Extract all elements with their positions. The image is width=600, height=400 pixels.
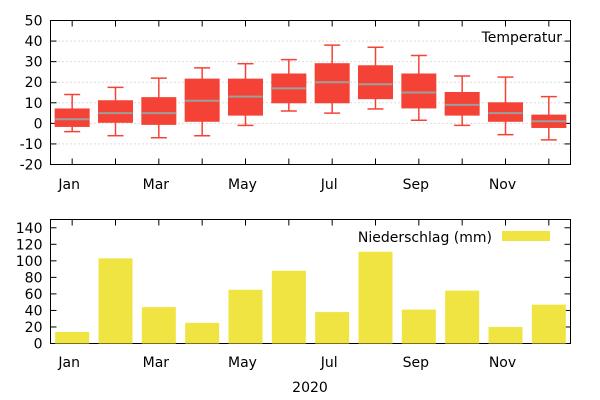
precipitation-y-tick-label: 20 [25, 320, 43, 336]
temperature-box-dec [531, 95, 567, 141]
precipitation-bar-mar [141, 307, 176, 344]
temperature-box-jan [54, 93, 90, 133]
precipitation-legend-label: Niederschlag (mm) [358, 230, 492, 246]
temperature-plot-frame [50, 20, 571, 165]
precipitation-x-tick-label: May [228, 355, 257, 371]
precipitation-y-tick-label: 0 [34, 337, 43, 353]
precipitation-bar-feb [98, 258, 133, 344]
temperature-y-axis: -20 -10 0 10 20 30 40 50 [20, 14, 571, 174]
temperature-box-nov [488, 76, 523, 136]
temperature-box-may [228, 62, 263, 127]
precipitation-x-tick-label: Sep [403, 355, 430, 371]
precipitation-bar-jun [271, 270, 306, 344]
precipitation-x-tick-label: Jul [320, 355, 338, 371]
temperature-iqr-box [141, 97, 177, 125]
temperature-box-jun [271, 58, 307, 112]
temperature-y-tick-label: 20 [25, 75, 43, 91]
precipitation-y-tick-label: 40 [25, 303, 43, 319]
precipitation-bar-jan [55, 331, 90, 344]
temperature-iqr-box [444, 92, 480, 116]
temperature-y-tick-label: -10 [20, 137, 43, 153]
precipitation-y-tick-label: 80 [25, 270, 43, 286]
temperature-box-apr [184, 67, 220, 137]
precipitation-bars [55, 251, 566, 344]
temperature-x-tick-label: Sep [403, 177, 430, 193]
precipitation-y-tick-label: 120 [16, 237, 43, 253]
temperature-iqr-box [488, 102, 523, 122]
precipitation-x-axis-label: 2020 [292, 380, 328, 396]
precipitation-bar-apr [185, 322, 220, 344]
temperature-y-tick-label: 50 [25, 14, 43, 30]
temperature-box-sep [401, 54, 437, 122]
precipitation-plot-frame [50, 219, 571, 344]
temperature-box-oct [444, 75, 480, 127]
precipitation-x-tick-label: Jan [57, 355, 80, 371]
precipitation-x-axis: Jan Mar May Jul Sep Nov [57, 219, 550, 371]
temperature-boxes [54, 44, 567, 141]
temperature-y-tick-label: -20 [20, 158, 43, 174]
precipitation-x-tick-label: Nov [489, 355, 516, 371]
precipitation-bar-aug [358, 251, 393, 344]
temperature-chart: -20 -10 0 10 20 30 40 50 Jan Mar May Jul Sep Nov Tem… [20, 14, 571, 193]
temperature-x-tick-label: Mar [143, 177, 170, 193]
precipitation-y-tick-label: 60 [25, 287, 43, 303]
precipitation-x-tick-label: Mar [143, 355, 170, 371]
precipitation-bar-dec [531, 304, 566, 344]
precipitation-legend-swatch [502, 231, 550, 241]
temperature-x-tick-label: Nov [489, 177, 516, 193]
temperature-iqr-box [54, 108, 90, 127]
temperature-y-tick-label: 30 [25, 55, 43, 71]
temperature-y-tick-label: 0 [34, 116, 43, 132]
temperature-box-aug [358, 46, 393, 110]
temperature-y-tick-label: 40 [25, 34, 43, 50]
precipitation-y-tick-label: 140 [16, 221, 43, 237]
precipitation-bar-nov [488, 326, 523, 344]
temperature-y-tick-label: 10 [25, 96, 43, 112]
temperature-x-axis: Jan Mar May Jul Sep Nov [57, 20, 550, 193]
precipitation-bar-may [228, 289, 263, 344]
temperature-iqr-box [358, 65, 393, 100]
precipitation-bar-jul [315, 312, 350, 344]
temperature-legend-label: Temperatur [481, 30, 563, 46]
temperature-box-jul [314, 44, 350, 114]
temperature-iqr-box [98, 100, 133, 123]
temperature-box-feb [98, 86, 133, 137]
precipitation-bar-oct [445, 290, 480, 344]
temperature-x-tick-label: Jan [57, 177, 80, 193]
precipitation-bar-sep [401, 309, 436, 344]
precipitation-y-tick-label: 100 [16, 254, 43, 270]
temperature-iqr-box [401, 73, 437, 109]
temperature-box-mar [141, 77, 177, 139]
temperature-x-tick-label: May [228, 177, 257, 193]
temperature-grid [50, 40, 571, 145]
temperature-x-tick-label: Jul [320, 177, 338, 193]
temperature-iqr-box [314, 63, 350, 104]
